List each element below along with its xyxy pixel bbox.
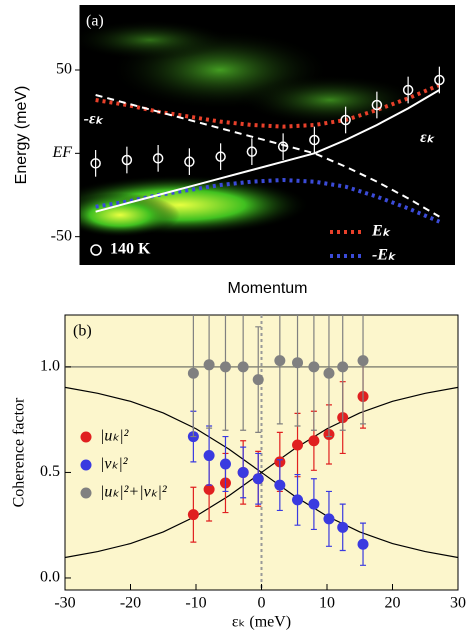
data-point	[292, 494, 304, 506]
legend-marker	[80, 487, 92, 499]
data-point	[371, 99, 383, 111]
legend-label: |uₖ|²	[100, 428, 130, 445]
x-tick-label: -20	[120, 595, 141, 612]
y-tick-label: 0.5	[40, 463, 60, 480]
y-axis-title: Energy (meV)	[13, 86, 30, 185]
data-point	[90, 158, 101, 169]
y-axis-title: Coherence factor	[11, 397, 28, 507]
panel-b-background	[64, 314, 459, 591]
data-point	[121, 154, 133, 166]
data-point	[152, 153, 164, 164]
y-tick-label: 0.0	[40, 569, 60, 586]
data-point	[246, 146, 258, 157]
data-point	[309, 134, 320, 146]
data-point	[203, 450, 215, 462]
curve-label: εₖ	[420, 129, 435, 146]
x-tick-label: 10	[319, 595, 335, 612]
data-point	[308, 361, 320, 373]
data-point	[274, 355, 286, 367]
data-point	[308, 435, 320, 447]
y-tick-label: -50	[51, 227, 72, 244]
x-tick-label: -30	[54, 595, 75, 612]
data-point	[184, 156, 195, 167]
x-tick-label: 20	[385, 595, 401, 612]
panel-label: (b)	[73, 323, 92, 340]
curve	[95, 94, 440, 218]
data-point	[237, 361, 249, 373]
legend-label: -Eₖ	[372, 247, 396, 264]
annotation: 140 K	[110, 241, 151, 258]
data-point	[203, 483, 215, 495]
y-tick-label: 1.0	[40, 358, 60, 375]
legend-label: |vₖ|²	[100, 456, 129, 473]
data-point	[357, 355, 369, 367]
data-point	[292, 439, 304, 451]
curve	[95, 83, 441, 129]
data-point	[337, 361, 349, 373]
data-point	[215, 151, 226, 162]
annotation-marker	[90, 244, 102, 256]
theory-curve	[65, 386, 458, 559]
data-point	[219, 458, 231, 470]
curve	[95, 89, 440, 213]
panel-label: (a)	[86, 13, 104, 30]
curve-label: -εₖ	[84, 111, 104, 128]
data-point	[252, 473, 264, 485]
x-tick-label: 0	[258, 595, 266, 612]
intensity-blob	[80, 193, 180, 237]
x-axis-title: Momentum	[227, 280, 307, 297]
legend-label: Eₖ	[371, 223, 391, 240]
data-point	[434, 74, 445, 86]
data-point	[402, 84, 414, 96]
data-point	[292, 357, 304, 369]
x-tick-label: 30	[450, 595, 466, 612]
legend-marker	[80, 431, 92, 443]
data-point	[187, 509, 199, 521]
data-point	[277, 141, 289, 152]
data-point	[308, 498, 320, 510]
data-point	[274, 479, 286, 491]
intensity-blob	[80, 20, 230, 60]
data-point	[323, 513, 335, 525]
data-point	[340, 114, 351, 126]
data-point	[219, 361, 231, 373]
y-tick-label: EF	[51, 144, 72, 161]
data-point	[237, 466, 249, 478]
labels: -50 EF 50 Energy (meV) Momentum (a) 140 K Eₖ -Eₖ…	[11, 5, 466, 631]
x-axis-title: εₖ (meV)	[232, 614, 291, 631]
legend-label: |uₖ|²+|vₖ|²	[100, 484, 168, 501]
data-point	[187, 367, 199, 379]
panel-b-plot	[65, 315, 458, 590]
data-point	[252, 374, 264, 386]
y-tick-label: 50	[56, 61, 72, 78]
legend-marker	[80, 459, 92, 471]
x-tick-label: -10	[185, 595, 206, 612]
data-point	[337, 521, 349, 533]
data-point	[203, 359, 215, 371]
data-point	[323, 367, 335, 379]
data-point	[357, 538, 369, 550]
panel-a-plot	[90, 66, 445, 224]
